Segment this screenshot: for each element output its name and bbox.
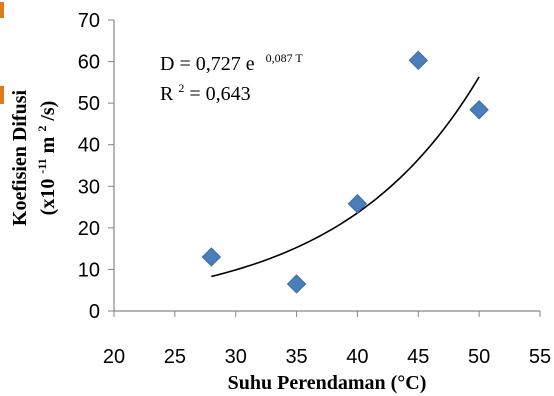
trendline-equation: D = 0,727 e 0,087 T bbox=[160, 51, 303, 75]
x-tick-label: 45 bbox=[407, 346, 429, 368]
data-point bbox=[201, 247, 222, 267]
y-axis-title-line2: (x10 -11 m 2 /s) bbox=[29, 101, 59, 216]
trendline bbox=[211, 76, 480, 278]
y-axis-title-line1: Koefisien Difusi bbox=[9, 90, 31, 227]
y-axis-ticks: 0 10 20 30 40 50 60 70 bbox=[78, 10, 114, 323]
r-squared: R 2 = 0,643 bbox=[160, 75, 251, 105]
x-tick-label: 30 bbox=[225, 346, 247, 368]
y-tick-label: 40 bbox=[78, 135, 100, 157]
trendline-group bbox=[211, 76, 480, 278]
x-tick-label: 55 bbox=[529, 346, 551, 368]
data-point bbox=[347, 194, 368, 214]
x-tick-label: 35 bbox=[285, 346, 307, 368]
left-edge-mark-mid bbox=[0, 86, 4, 104]
y-tick-label: 0 bbox=[89, 301, 100, 323]
x-tick-label: 20 bbox=[103, 346, 125, 368]
x-tick-label: 25 bbox=[164, 346, 186, 368]
left-edge-mark-top bbox=[0, 2, 4, 18]
equation-main: D = 0,727 e bbox=[160, 53, 255, 75]
y-axis-unit-mid: m bbox=[37, 136, 59, 153]
y-axis-unit-prefix: (x10 bbox=[37, 179, 59, 216]
data-point bbox=[469, 100, 489, 120]
r-squared-value: = 0,643 bbox=[189, 83, 250, 105]
x-tick-label: 40 bbox=[346, 346, 368, 368]
y-axis-unit-exp: -11 bbox=[35, 158, 49, 173]
y-axis-unit-suffix: /s) bbox=[37, 101, 59, 122]
y-tick-label: 50 bbox=[78, 93, 100, 115]
x-axis-ticks: 20 25 30 35 40 45 50 55 bbox=[103, 311, 551, 368]
y-tick-label: 70 bbox=[78, 10, 100, 32]
y-axis-unit-exp2: 2 bbox=[35, 126, 49, 132]
x-tick-label: 50 bbox=[468, 346, 490, 368]
y-tick-label: 20 bbox=[78, 218, 100, 240]
axes bbox=[113, 20, 540, 312]
equation-exponent: 0,087 T bbox=[266, 51, 304, 65]
r-squared-prefix: R bbox=[160, 83, 174, 105]
data-points bbox=[201, 50, 489, 294]
data-point bbox=[408, 50, 428, 71]
y-tick-label: 60 bbox=[78, 52, 100, 74]
r-squared-exponent: 2 bbox=[178, 81, 184, 95]
y-tick-label: 30 bbox=[78, 176, 100, 198]
y-tick-label: 10 bbox=[78, 259, 100, 281]
data-point bbox=[286, 274, 307, 294]
x-axis-title: Suhu Perendaman (°C) bbox=[228, 372, 427, 394]
